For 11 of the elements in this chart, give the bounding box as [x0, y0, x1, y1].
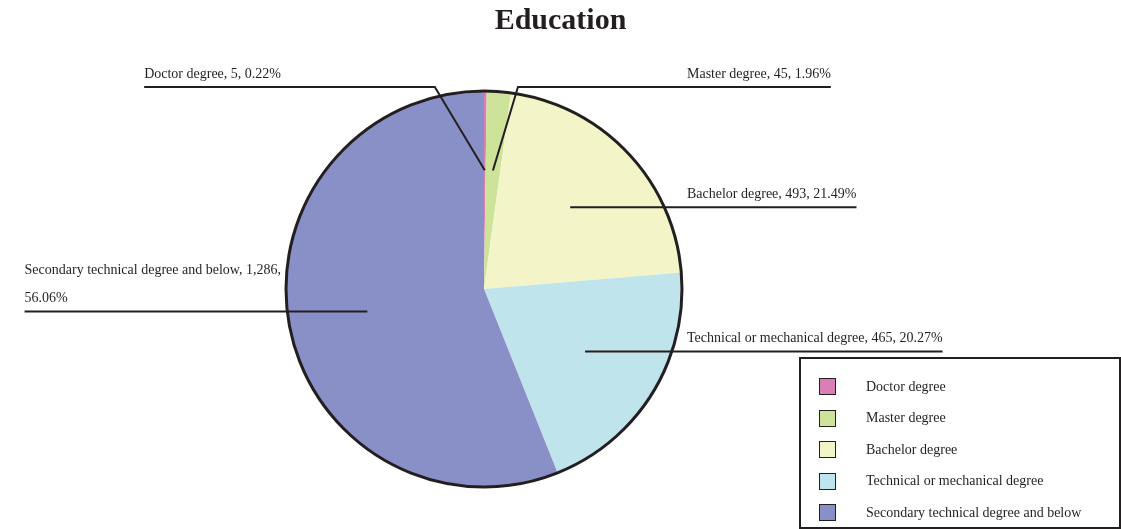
data-label: Technical or mechanical degree, 465, 20.27% [687, 330, 943, 346]
legend-label: Master degree [866, 410, 946, 427]
data-label: Secondary technical degree and below, 1,286, 56.06% [24, 262, 281, 306]
legend-label: Secondary technical degree and below [866, 504, 1082, 521]
chart-title: Education [493, 2, 628, 36]
data-label: Master degree, 45, 1.96% [687, 65, 832, 81]
legend-label: Technical or mechanical degree [866, 473, 1044, 490]
data-label: Doctor degree, 5, 0.22% [144, 65, 282, 81]
data-label: Bachelor degree, 493, 21.49% [687, 185, 857, 201]
legend-label: Doctor degree [866, 378, 946, 395]
legend-label: Bachelor degree [866, 441, 958, 458]
